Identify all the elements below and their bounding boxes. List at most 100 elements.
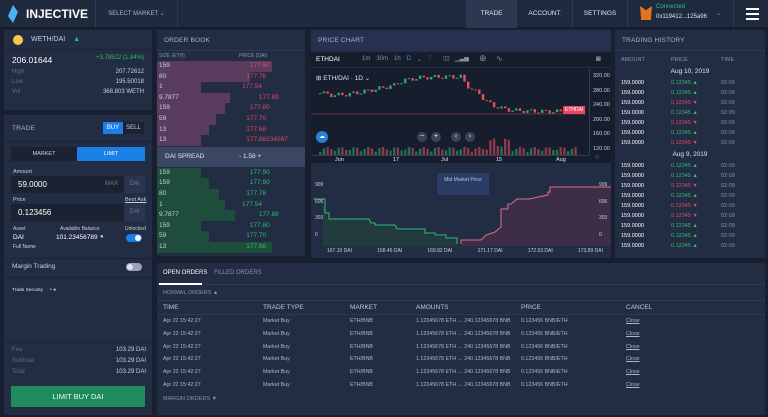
ask-row[interactable]: 13 177.68 — [157, 124, 305, 136]
caret-up-icon: ▲ — [212, 290, 219, 296]
history-row: 159.0000 0.12345 ▼ 02:09 — [615, 118, 765, 128]
nav-trade[interactable]: TRADE — [466, 0, 516, 28]
limit-tab[interactable]: LIMIT — [77, 147, 145, 161]
col-amounts: AMOUNTS — [416, 304, 449, 311]
add-indicator-icon[interactable]: ⊕ — [479, 53, 487, 63]
close-order-link[interactable]: Close — [626, 356, 640, 363]
sell-toggle[interactable]: SELL — [123, 122, 144, 134]
bid-row[interactable]: 159 177.80 — [157, 220, 305, 232]
chart-controls: − + ‹ › — [417, 132, 475, 142]
order-price: 0.123456 BNB/ETH — [521, 318, 568, 324]
chart-symbol[interactable]: ETHDAI — [316, 56, 340, 63]
settings-icon[interactable]: ○ — [595, 154, 600, 161]
select-market-dropdown[interactable]: SELECT MARKET ⌄ — [95, 0, 178, 28]
info-icon[interactable]: • ● — [50, 287, 57, 293]
nav-account[interactable]: ACCOUNT — [516, 0, 572, 28]
col-price: PRICE — [521, 304, 541, 311]
menu-icon[interactable] — [746, 8, 759, 20]
volume-bar — [322, 148, 326, 155]
indicator-icon[interactable]: ▁▃▅ — [455, 56, 469, 62]
candle — [481, 94, 485, 101]
chevron-down-icon[interactable]: ⌄ — [417, 57, 423, 63]
ask-row[interactable]: 9.7877 177.89 — [157, 92, 305, 104]
bid-row[interactable]: 9.7877 177.89 — [157, 210, 305, 221]
nav-settings[interactable]: SETTINGS — [572, 0, 627, 28]
volume-bar — [555, 149, 559, 155]
volume-bar — [330, 149, 333, 155]
tab-open-orders[interactable]: OPEN ORDERS — [163, 270, 208, 276]
bid-row[interactable]: 13 177.68 — [157, 241, 305, 253]
candle — [444, 75, 448, 79]
interval-D[interactable]: D — [406, 56, 412, 62]
spread-label: DAI SPREAD — [165, 152, 205, 160]
interval-1h[interactable]: 1h — [394, 56, 401, 62]
history-date: Aug 10, 2019 — [670, 68, 710, 75]
close-order-link[interactable]: Close — [626, 330, 640, 337]
scroll-left-icon[interactable]: ‹ — [451, 132, 461, 142]
interval-30m[interactable]: 30m — [376, 56, 389, 62]
candle-style-icon[interactable]: ⫶⫶ — [428, 55, 432, 61]
limit-buy-button[interactable]: LIMIT BUY DAI — [11, 386, 145, 407]
tab-filled-orders[interactable]: FILLED ORDERS — [214, 270, 262, 276]
max-button[interactable]: MAX — [105, 181, 119, 187]
camera-icon[interactable]: ◙ — [596, 54, 601, 63]
close-order-link[interactable]: Close — [626, 318, 640, 324]
ask-row[interactable]: 80 177.76 — [157, 71, 305, 83]
ask-row[interactable]: 1 177.54 — [157, 82, 305, 93]
interval-1m[interactable]: 1m — [362, 56, 371, 62]
price: 177.70 — [246, 114, 267, 122]
bar-style-icon[interactable]: ▯▯ — [443, 56, 450, 62]
col-price: PRICE (DAI) — [239, 53, 268, 59]
arrow-down-icon: ▼ — [692, 203, 698, 209]
price: 0.12345 — [671, 100, 691, 106]
depth-bar — [157, 241, 273, 253]
volume-bar — [541, 150, 544, 155]
market-tab[interactable]: MARKET — [32, 151, 56, 157]
size: 159 — [159, 168, 170, 176]
margin-trading-toggle[interactable] — [126, 263, 142, 271]
close-order-link[interactable]: Close — [626, 381, 640, 388]
candle — [374, 89, 377, 92]
size: 13 — [159, 125, 167, 133]
depth-y-tick: 606 — [599, 198, 608, 205]
bid-row[interactable]: 80 177.76 — [157, 188, 305, 200]
size: 80 — [159, 72, 167, 80]
zoom-out-icon[interactable]: − — [417, 132, 427, 142]
market-info-panel: WETH/DAI ▲ 206.01644 +3.78522 (1.84%) Hig… — [4, 30, 152, 110]
best-ask-link[interactable]: Best Ask — [125, 197, 147, 203]
time: 02:09 — [721, 80, 735, 86]
cloud-icon[interactable]: ☁ — [316, 131, 328, 143]
last-price: 206.01644 — [12, 55, 53, 65]
ask-row[interactable]: 159 177.90 — [157, 61, 305, 72]
volume-bar — [396, 147, 400, 155]
margin-orders-toggle[interactable]: MARGIN ORDERS ▼ — [163, 395, 218, 402]
order-price: 0.123456 BNB/ETH — [521, 381, 568, 388]
ask-row[interactable]: 159 177.80 — [157, 103, 305, 114]
candle — [522, 111, 525, 114]
bid-row[interactable]: 159 177.90 — [157, 178, 305, 189]
zoom-in-icon[interactable]: + — [431, 132, 441, 142]
volume-bar — [489, 140, 492, 155]
amount-input[interactable]: 59.0000 MAX DAI — [11, 176, 145, 193]
price-input[interactable]: 0.123456 DAI — [11, 204, 145, 221]
bid-row[interactable]: 1 177.54 — [157, 199, 305, 211]
candle — [492, 102, 496, 108]
compare-icon[interactable]: ∿ — [496, 54, 503, 63]
close-order-link[interactable]: Close — [626, 343, 640, 350]
buy-toggle[interactable]: BUY — [103, 122, 123, 134]
candle — [541, 109, 544, 114]
normal-orders-toggle[interactable]: NORMAL ORDERS ▲ — [157, 285, 765, 301]
wallet-button[interactable]: Connected 0x119412...125a96 ⌄ — [627, 0, 734, 28]
bid-row[interactable]: 59 177.70 — [157, 231, 305, 242]
unlocked-toggle[interactable] — [126, 234, 142, 242]
ask-row[interactable]: 13 177.68234567 — [157, 135, 305, 146]
size: 80 — [159, 189, 167, 197]
depth-bar — [157, 135, 202, 146]
scroll-right-icon[interactable]: › — [465, 132, 475, 142]
depth-bar — [157, 103, 226, 114]
candlestick-chart[interactable]: ETHDAI 1m 30m 1h D ⌄ ⫶⫶ ▯▯ ▁▃▅ ⊕ ∿ ◙ ⊞ ETH/D… — [311, 52, 611, 163]
info-icon[interactable]: ● — [100, 234, 104, 240]
close-order-link[interactable]: Close — [626, 369, 640, 376]
bid-row[interactable]: 159 177.90 — [157, 167, 305, 179]
ask-row[interactable]: 59 177.70 — [157, 113, 305, 125]
